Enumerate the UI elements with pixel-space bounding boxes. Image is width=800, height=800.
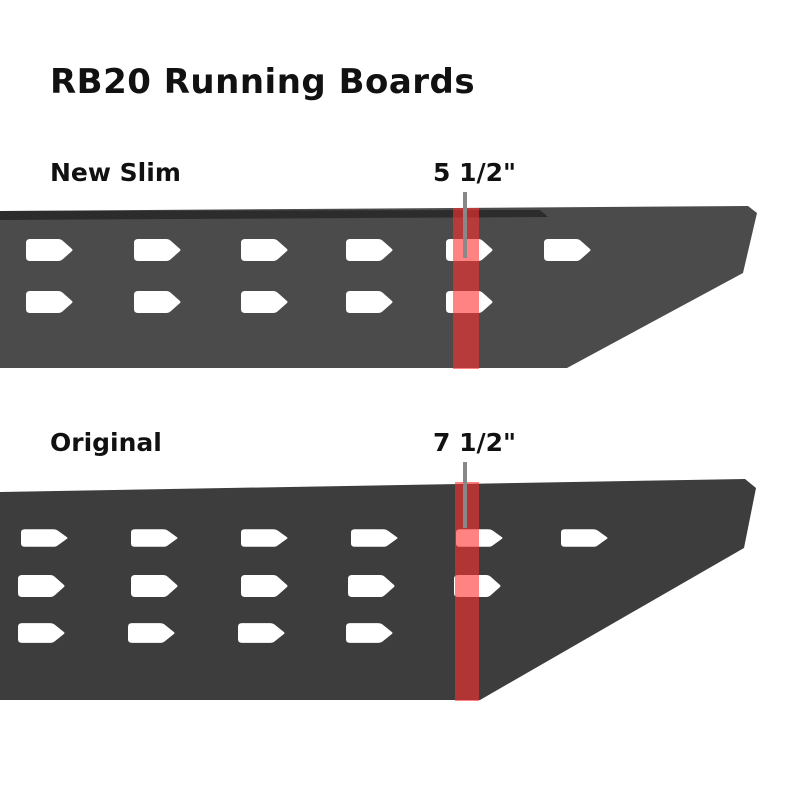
new-slim-board xyxy=(0,192,757,369)
measurement-line xyxy=(463,192,467,258)
measurement-line xyxy=(463,462,467,528)
page-title: RB20 Running Boards xyxy=(50,62,476,102)
measurement-original: 7 1/2" xyxy=(433,428,517,457)
board-label-original: Original xyxy=(50,428,162,457)
board-label-new-slim: New Slim xyxy=(50,158,181,187)
original-board xyxy=(0,462,756,701)
measurement-new-slim: 5 1/2" xyxy=(433,158,517,187)
